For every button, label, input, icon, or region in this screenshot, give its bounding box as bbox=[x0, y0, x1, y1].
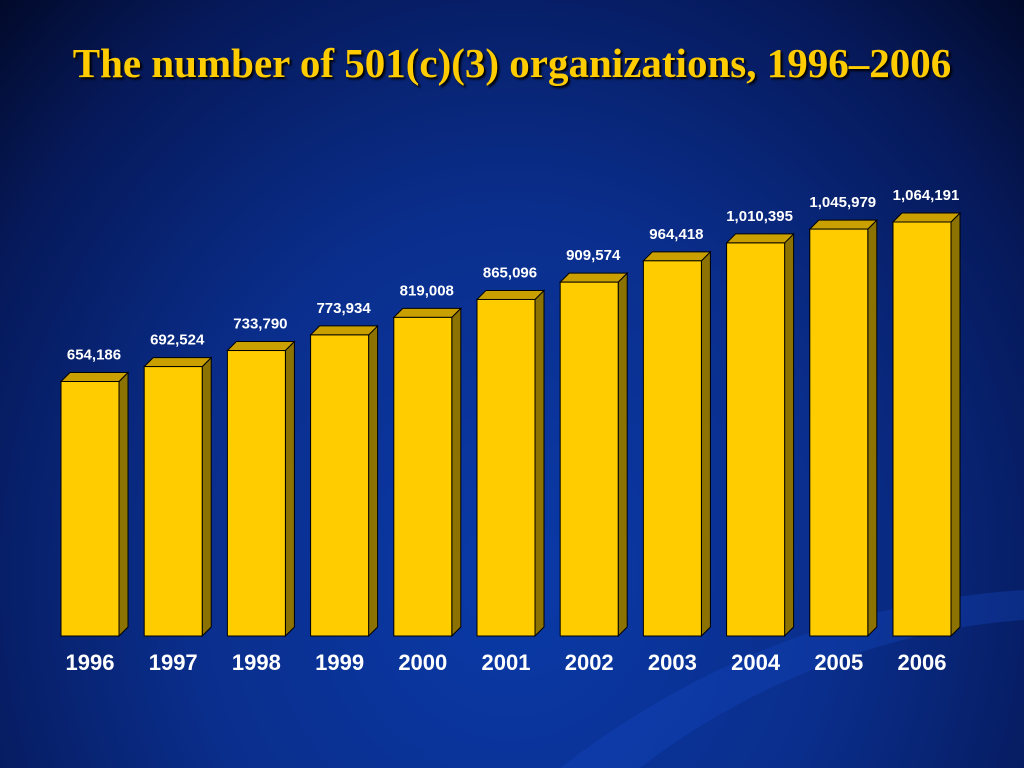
bar-top bbox=[226, 341, 296, 352]
x-tick-label: 2005 bbox=[814, 650, 863, 675]
bar-side bbox=[534, 289, 545, 638]
bar bbox=[809, 228, 869, 637]
bar-side bbox=[784, 232, 795, 638]
bar-side bbox=[201, 356, 212, 638]
value-label: 819,008 bbox=[400, 282, 454, 299]
bar bbox=[393, 316, 453, 637]
value-label: 654,186 bbox=[67, 347, 121, 364]
x-tick-label: 2006 bbox=[898, 650, 947, 675]
bar bbox=[642, 260, 702, 637]
x-tick-label: 2003 bbox=[648, 650, 697, 675]
bar-side bbox=[950, 211, 961, 638]
value-label: 1,045,979 bbox=[809, 194, 876, 211]
value-label: 1,064,191 bbox=[893, 187, 960, 204]
x-tick-label: 2000 bbox=[398, 650, 447, 675]
bar bbox=[310, 334, 370, 637]
value-label: 692,524 bbox=[150, 332, 205, 349]
bar-top bbox=[59, 372, 130, 383]
bar-top bbox=[475, 289, 546, 300]
bar bbox=[559, 281, 619, 637]
bar-side bbox=[867, 218, 878, 638]
bar-top bbox=[558, 272, 629, 283]
bar bbox=[726, 242, 786, 637]
bar-top bbox=[642, 251, 712, 262]
bar-side bbox=[451, 307, 462, 638]
bar bbox=[476, 298, 536, 637]
bar-top bbox=[392, 307, 463, 318]
x-tick-label: 1997 bbox=[149, 650, 198, 675]
value-label: 773,934 bbox=[316, 300, 371, 317]
value-label: 909,574 bbox=[566, 247, 621, 264]
bar bbox=[60, 381, 120, 637]
value-label: 733,790 bbox=[233, 316, 287, 333]
x-tick-label: 2002 bbox=[565, 650, 614, 675]
bar bbox=[143, 366, 203, 637]
x-tick-label: 1998 bbox=[232, 650, 281, 675]
bar bbox=[226, 350, 286, 637]
chart-title: The number of 501(c)(3) organizations, 1… bbox=[72, 40, 952, 86]
bar-side bbox=[617, 271, 628, 638]
x-tick-label: 2001 bbox=[482, 650, 531, 675]
bar-top bbox=[142, 357, 213, 368]
x-tick-label: 2004 bbox=[731, 650, 781, 675]
value-label: 964,418 bbox=[649, 226, 703, 243]
value-label: 865,096 bbox=[483, 264, 537, 281]
bar-top bbox=[309, 325, 379, 336]
bar-side bbox=[284, 340, 295, 638]
bar-top bbox=[725, 233, 795, 244]
bar-top bbox=[808, 219, 879, 230]
x-tick-label: 1996 bbox=[66, 650, 115, 675]
bar bbox=[892, 221, 952, 637]
value-label: 1,010,395 bbox=[726, 208, 793, 225]
bar-side bbox=[700, 250, 711, 638]
bar-side bbox=[118, 371, 129, 638]
bar-side bbox=[368, 324, 379, 638]
bar-top bbox=[891, 212, 962, 223]
x-tick-label: 1999 bbox=[315, 650, 364, 675]
